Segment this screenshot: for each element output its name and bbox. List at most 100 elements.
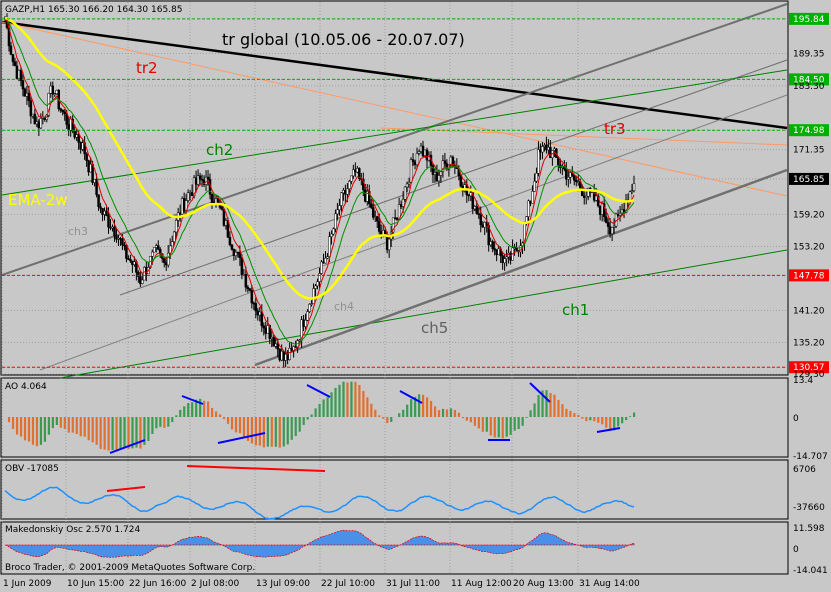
candle-body (346, 188, 349, 195)
candle-body (302, 319, 305, 327)
channel-ch4-line (39, 94, 788, 371)
ao-bar (581, 417, 584, 419)
ao-bar (414, 396, 417, 417)
candle-body (531, 191, 534, 204)
ao-bar (119, 417, 122, 449)
ao-bar (99, 417, 102, 449)
candle-body (220, 207, 224, 210)
candle-body (282, 350, 285, 361)
obv-pane[interactable] (0, 459, 789, 520)
candle-body (569, 172, 572, 178)
ao-bar (565, 408, 568, 417)
candle-body (63, 111, 66, 115)
candle-body (340, 192, 343, 206)
candle-body (348, 181, 351, 190)
ao-bar (509, 417, 512, 435)
ao-bar (254, 417, 258, 446)
ao-bar (55, 417, 58, 426)
candle-body (37, 121, 41, 129)
ao-bar (326, 397, 329, 417)
ao-bar (334, 387, 337, 417)
annotation-tr2: tr2 (136, 59, 158, 77)
candle-body (113, 226, 116, 237)
ao-bar (294, 417, 297, 437)
candle-body (15, 65, 19, 79)
candle-body (582, 195, 586, 198)
indicator-axis-label: -37660 (793, 503, 825, 513)
candle-body (141, 279, 144, 284)
candle-body (479, 214, 482, 226)
candle-body (143, 267, 146, 281)
candle-body (407, 182, 411, 185)
ao-bar (143, 417, 146, 445)
ao-bar (422, 394, 425, 417)
ao-bar (489, 417, 492, 436)
price-label: 171.35 (793, 146, 825, 156)
time-label: 2 Jul 08:00 (191, 579, 240, 589)
candle-body (67, 124, 70, 131)
candle-body (401, 199, 405, 207)
candle-body (535, 173, 538, 182)
ao-bar (625, 417, 628, 421)
time-axis: 1 Jun 2009 10 Jun 15:00 22 Jun 16:00 2 Jul … (3, 579, 640, 589)
ao-bar (533, 403, 536, 417)
candle-body (19, 69, 23, 81)
candle-body (238, 252, 242, 258)
ao-bar (338, 384, 341, 417)
candle-body (164, 262, 168, 266)
ao-bar (171, 417, 174, 423)
ao-bar (35, 417, 39, 447)
ao-bar (282, 417, 285, 447)
ao-bar (493, 417, 496, 438)
price-label: 141.20 (793, 306, 825, 316)
ao-bar (573, 413, 576, 417)
ao-bar (67, 417, 70, 433)
candle-body (33, 113, 37, 125)
indicator-axis-label: 6706 (793, 465, 816, 475)
ao-bar (350, 381, 353, 417)
candle-body (59, 108, 62, 111)
candle-body (188, 192, 192, 194)
candle-body (260, 311, 264, 327)
candle-body (55, 90, 59, 94)
candle-body (178, 212, 182, 215)
candle-body (314, 285, 317, 289)
candle-body (182, 198, 186, 211)
candle-body (268, 325, 271, 339)
candle-body (501, 255, 504, 264)
ema-medium-line (4, 17, 635, 345)
time-label: 31 Aug 14:00 (579, 579, 640, 589)
candle-body (244, 274, 248, 288)
candle-body (368, 191, 371, 205)
candle-body (105, 210, 108, 216)
ao-bar (214, 411, 218, 417)
candle-body (278, 348, 281, 361)
ao-bar (521, 417, 524, 426)
candle-body (85, 153, 88, 161)
candle-body (216, 198, 220, 204)
ao-bar (561, 404, 564, 417)
candle-body (373, 216, 377, 218)
candle-body (240, 257, 244, 276)
candle-body (451, 156, 455, 166)
divergence-marker (529, 382, 551, 403)
candle-body (35, 121, 39, 125)
candle-body (103, 210, 106, 215)
makedonskiy-area (4, 529, 635, 558)
candle-body (437, 175, 441, 182)
price-label: 129.30 (793, 370, 825, 380)
candle-body (328, 236, 331, 257)
ao-pane[interactable] (0, 377, 789, 458)
candle-body (459, 175, 463, 187)
candle-body (391, 217, 395, 233)
ao-bar (553, 394, 556, 417)
ao-bar (123, 417, 126, 448)
candle-body (312, 288, 315, 304)
candle-body (370, 203, 373, 208)
candle-body (286, 353, 289, 360)
ao-header: AO 4.064 (5, 382, 47, 392)
candle-body (473, 206, 477, 210)
candle-body (385, 235, 389, 251)
candle-body (194, 177, 198, 185)
